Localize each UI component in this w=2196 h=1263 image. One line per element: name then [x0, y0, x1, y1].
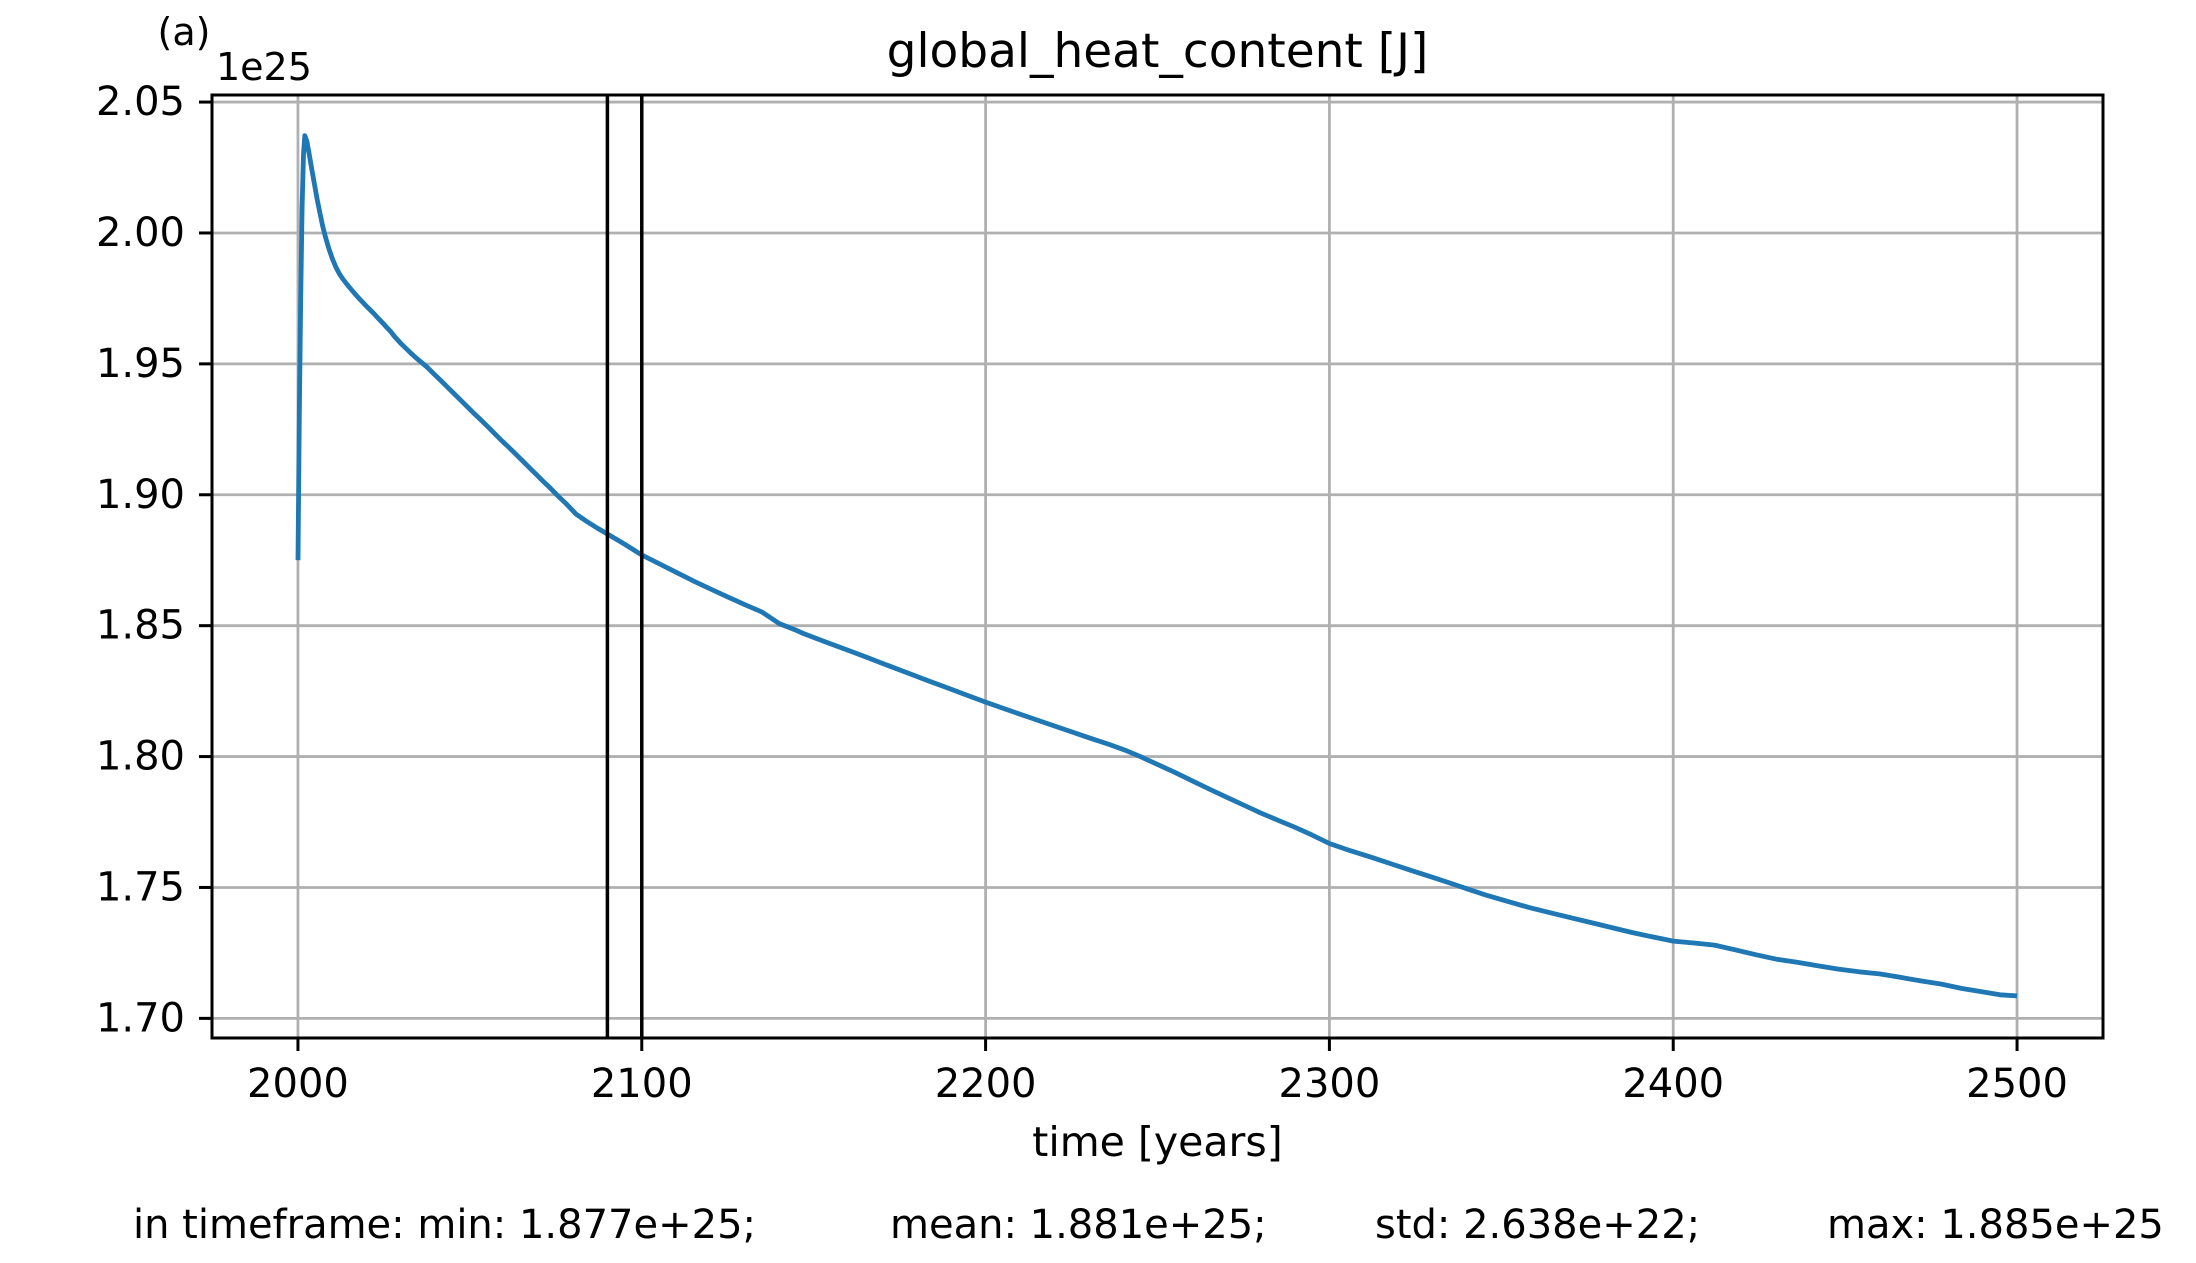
x-tick-label: 2000 [247, 1061, 349, 1107]
plot-border [210, 93, 2105, 1040]
chart-title: global_heat_content [J] [887, 24, 1429, 79]
y-tick-label: 1.85 [96, 603, 185, 649]
stats-mean: mean: 1.881e+25; [890, 1202, 1267, 1248]
x-tick-labels: 2000 2100 2200 2300 2400 2500 [247, 1061, 2068, 1107]
x-axis-label: time [years] [1032, 1118, 1282, 1166]
y-tick-label: 1.75 [96, 864, 185, 910]
stats-min: in timeframe: min: 1.877e+25; [133, 1202, 756, 1248]
axis-ticks [199, 100, 2019, 1051]
stats-std: std: 2.638e+22; [1375, 1202, 1700, 1248]
panel-label: (a) [158, 10, 211, 54]
grid-lines [212, 95, 2103, 1038]
y-axis-offset-label: 1e25 [216, 45, 312, 89]
heat-content-line [295, 133, 2018, 999]
y-tick-label: 1.80 [96, 734, 185, 780]
y-tick-label: 2.00 [96, 210, 185, 256]
x-tick-label: 2200 [935, 1061, 1037, 1107]
x-tick-label: 2100 [591, 1061, 693, 1107]
x-tick-label: 2300 [1279, 1061, 1381, 1107]
x-tick-label: 2500 [1966, 1061, 2068, 1107]
stats-max: max: 1.885e+25 [1827, 1202, 2164, 1248]
y-tick-labels: 2.05 2.00 1.95 1.90 1.85 1.80 1.75 1.70 [96, 79, 185, 1041]
y-tick-label: 1.95 [96, 341, 185, 387]
timeframe-vlines [605, 95, 644, 1038]
y-tick-label: 2.05 [96, 79, 185, 125]
y-tick-label: 1.90 [96, 472, 185, 518]
x-tick-label: 2400 [1622, 1061, 1724, 1107]
y-tick-label: 1.70 [96, 995, 185, 1041]
